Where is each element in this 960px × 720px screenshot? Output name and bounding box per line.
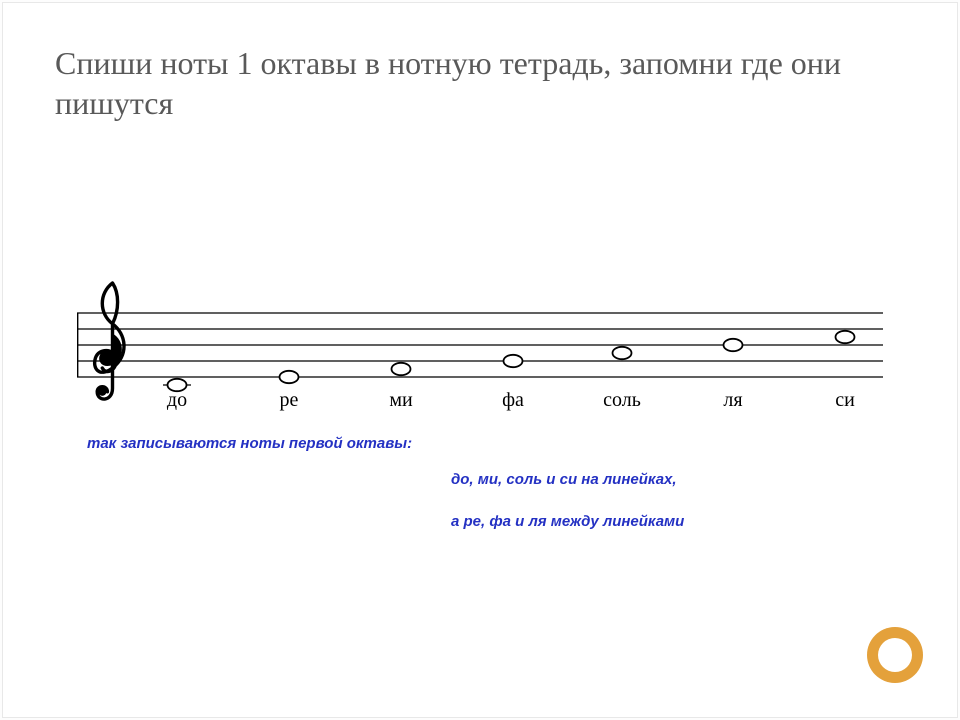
note-label: си bbox=[835, 389, 855, 412]
caption-intro: так записываются ноты первой октавы: bbox=[87, 435, 412, 452]
music-staff bbox=[77, 243, 883, 413]
circle-icon bbox=[863, 623, 927, 687]
caption-on-lines: до, ми, соль и си на линейках, bbox=[451, 471, 677, 488]
note-label: ля bbox=[723, 389, 742, 412]
note-label: ми bbox=[389, 389, 412, 412]
staff-region: до ре ми фа соль ля си bbox=[77, 243, 883, 418]
note-label: соль bbox=[603, 389, 641, 412]
caption-between-lines: а ре, фа и ля между линейками bbox=[451, 513, 684, 530]
slide-title: Спиши ноты 1 октавы в нотную тетрадь, за… bbox=[55, 43, 875, 123]
slide: Спиши ноты 1 октавы в нотную тетрадь, за… bbox=[2, 2, 958, 718]
note-label: до bbox=[167, 389, 187, 412]
corner-decoration bbox=[863, 623, 927, 687]
note-label: ре bbox=[280, 389, 299, 412]
note-label: фа bbox=[502, 389, 524, 412]
